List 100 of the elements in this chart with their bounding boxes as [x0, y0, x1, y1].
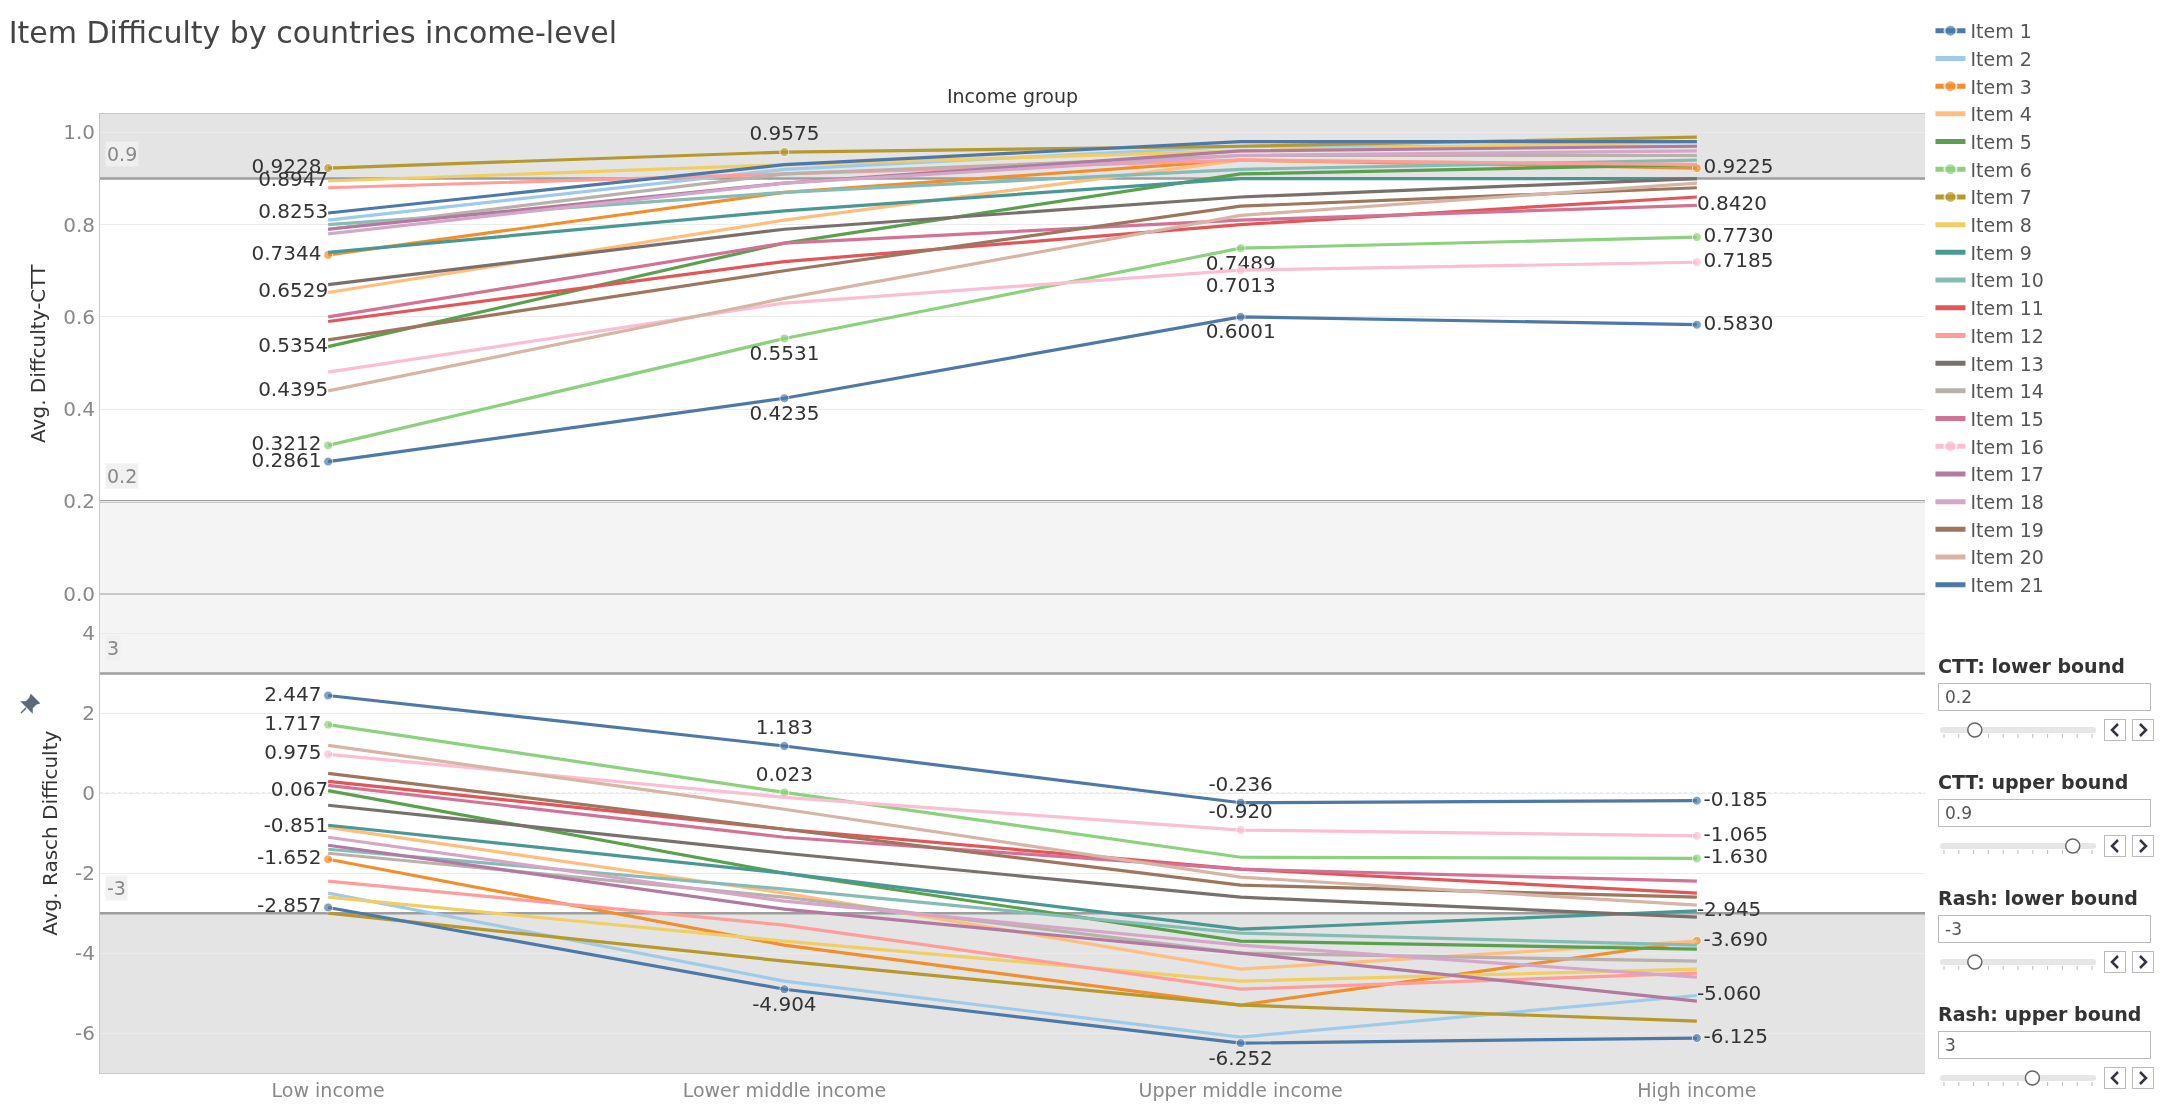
legend-label: Item 10 [1970, 269, 2044, 292]
x-axis-title: Income group [946, 84, 1079, 107]
data-label: 0.7730 [1703, 223, 1774, 248]
y-tick-label: 0.0 [63, 581, 95, 606]
y-tick-label: 4 [82, 621, 95, 646]
point [779, 147, 790, 158]
legend-label: Item 2 [1970, 47, 2032, 70]
y-tick-label: 0.6 [63, 304, 95, 329]
data-label: 0.6001 [1205, 319, 1276, 344]
data-label: 0.8253 [258, 198, 329, 223]
input-field: -3 [1938, 915, 2151, 943]
point [323, 456, 334, 467]
legend-label: Item 6 [1970, 158, 2032, 181]
line-series [326, 181, 1699, 393]
point [1691, 795, 1702, 806]
point [323, 163, 334, 174]
legend-label: Item 4 [1970, 103, 2032, 126]
line-series [326, 743, 1699, 907]
data-label: 0.5830 [1703, 310, 1774, 335]
data-label: -2.857 [257, 893, 322, 918]
legend-label: Item 11 [1970, 297, 2044, 320]
data-label: 0.7013 [1205, 272, 1276, 297]
ref-line-label: 0.2 [107, 465, 138, 487]
point [1235, 1038, 1246, 1049]
data-label: -6.252 [1208, 1045, 1273, 1070]
text: Rash: lower bound [1938, 887, 2139, 911]
point [1691, 1033, 1702, 1044]
legend-label: Item 17 [1970, 463, 2044, 486]
data-label: 0.4395 [258, 376, 329, 401]
point [1691, 830, 1702, 841]
legend-label: Item 1 [1970, 20, 2032, 43]
point [323, 690, 334, 701]
data-label: 0.7344 [251, 240, 322, 265]
data-label: -1.652 [257, 845, 322, 870]
legend-label: Item 8 [1970, 214, 2032, 237]
input-field: 0.9 [1938, 799, 2151, 827]
data-label: 0.5354 [258, 332, 329, 357]
data-label: 1.717 [264, 710, 322, 735]
point [323, 854, 334, 865]
legend-label: Item 9 [1970, 241, 2032, 264]
y-tick-label: 0 [82, 781, 95, 806]
data-label: 0.7489 [1205, 250, 1276, 275]
data-label: 0.7185 [1703, 248, 1774, 273]
ref-line-label: 3 [107, 637, 120, 659]
data-label: 0.5531 [749, 341, 820, 366]
point [323, 440, 334, 451]
point [1235, 243, 1246, 254]
text: Rash: upper bound [1938, 1003, 2143, 1027]
chart-title: Item Difficulty by countries income-level [8, 14, 618, 50]
line-series [326, 186, 1699, 342]
ref-line-label: -3 [107, 877, 126, 899]
y-tick-label: -2 [75, 861, 95, 886]
line-series [326, 823, 1699, 931]
y-tick-label: 0.2 [63, 489, 95, 514]
data-label: 1.183 [755, 715, 814, 740]
line-series [326, 803, 1699, 919]
point [323, 749, 334, 760]
data-label: 0.4235 [749, 400, 820, 425]
point [1235, 825, 1246, 836]
y-tick-label: -4 [75, 941, 95, 966]
legend-label: Item 3 [1970, 75, 2032, 98]
data-label: -5.060 [1696, 981, 1762, 1006]
point [779, 333, 790, 344]
input-field: 3 [1938, 1031, 2151, 1059]
x-tick-label: Low income [271, 1078, 385, 1101]
text: CTT: lower bound [1938, 655, 2126, 679]
y-axis-title: Avg. Diffculty-CTT [25, 263, 50, 443]
y-tick-label: -6 [75, 1021, 95, 1046]
legend-label: Item 20 [1970, 546, 2044, 569]
point [1691, 257, 1702, 268]
point [1691, 232, 1702, 243]
data-label: 0.8420 [1696, 191, 1767, 216]
legend-label: Item 14 [1970, 380, 2044, 403]
data-label: 2.447 [264, 681, 322, 706]
point [323, 902, 334, 913]
point [1235, 311, 1246, 322]
legend-label: Item 13 [1970, 352, 2044, 375]
line-series [326, 895, 1699, 983]
ref-line-label: 0.9 [107, 143, 138, 165]
data-label: -4.904 [752, 991, 817, 1016]
legend-label: Item 7 [1970, 186, 2032, 209]
data-label: 0.6529 [258, 278, 329, 303]
point [779, 984, 790, 995]
legend-label: Item 12 [1970, 324, 2044, 347]
point [1691, 163, 1702, 174]
data-label: -2.945 [1696, 896, 1762, 921]
data-label: -1.065 [1703, 821, 1768, 846]
y-tick-label: 0.8 [63, 212, 95, 237]
legend-label: Item 19 [1970, 518, 2044, 541]
y-tick-label: 2 [82, 701, 95, 726]
y-tick-label: 0.4 [63, 397, 95, 422]
data-label: 0.975 [264, 740, 322, 765]
y-axis-title: Avg. Rasch Difficulty [37, 730, 62, 936]
text: CTT: upper bound [1938, 771, 2130, 795]
line-series [326, 879, 1699, 991]
data-label: -6.125 [1703, 1024, 1768, 1049]
data-label: -0.920 [1208, 799, 1273, 824]
point [1691, 853, 1702, 864]
data-label: -0.236 [1208, 772, 1273, 797]
data-label: -0.185 [1703, 786, 1768, 811]
